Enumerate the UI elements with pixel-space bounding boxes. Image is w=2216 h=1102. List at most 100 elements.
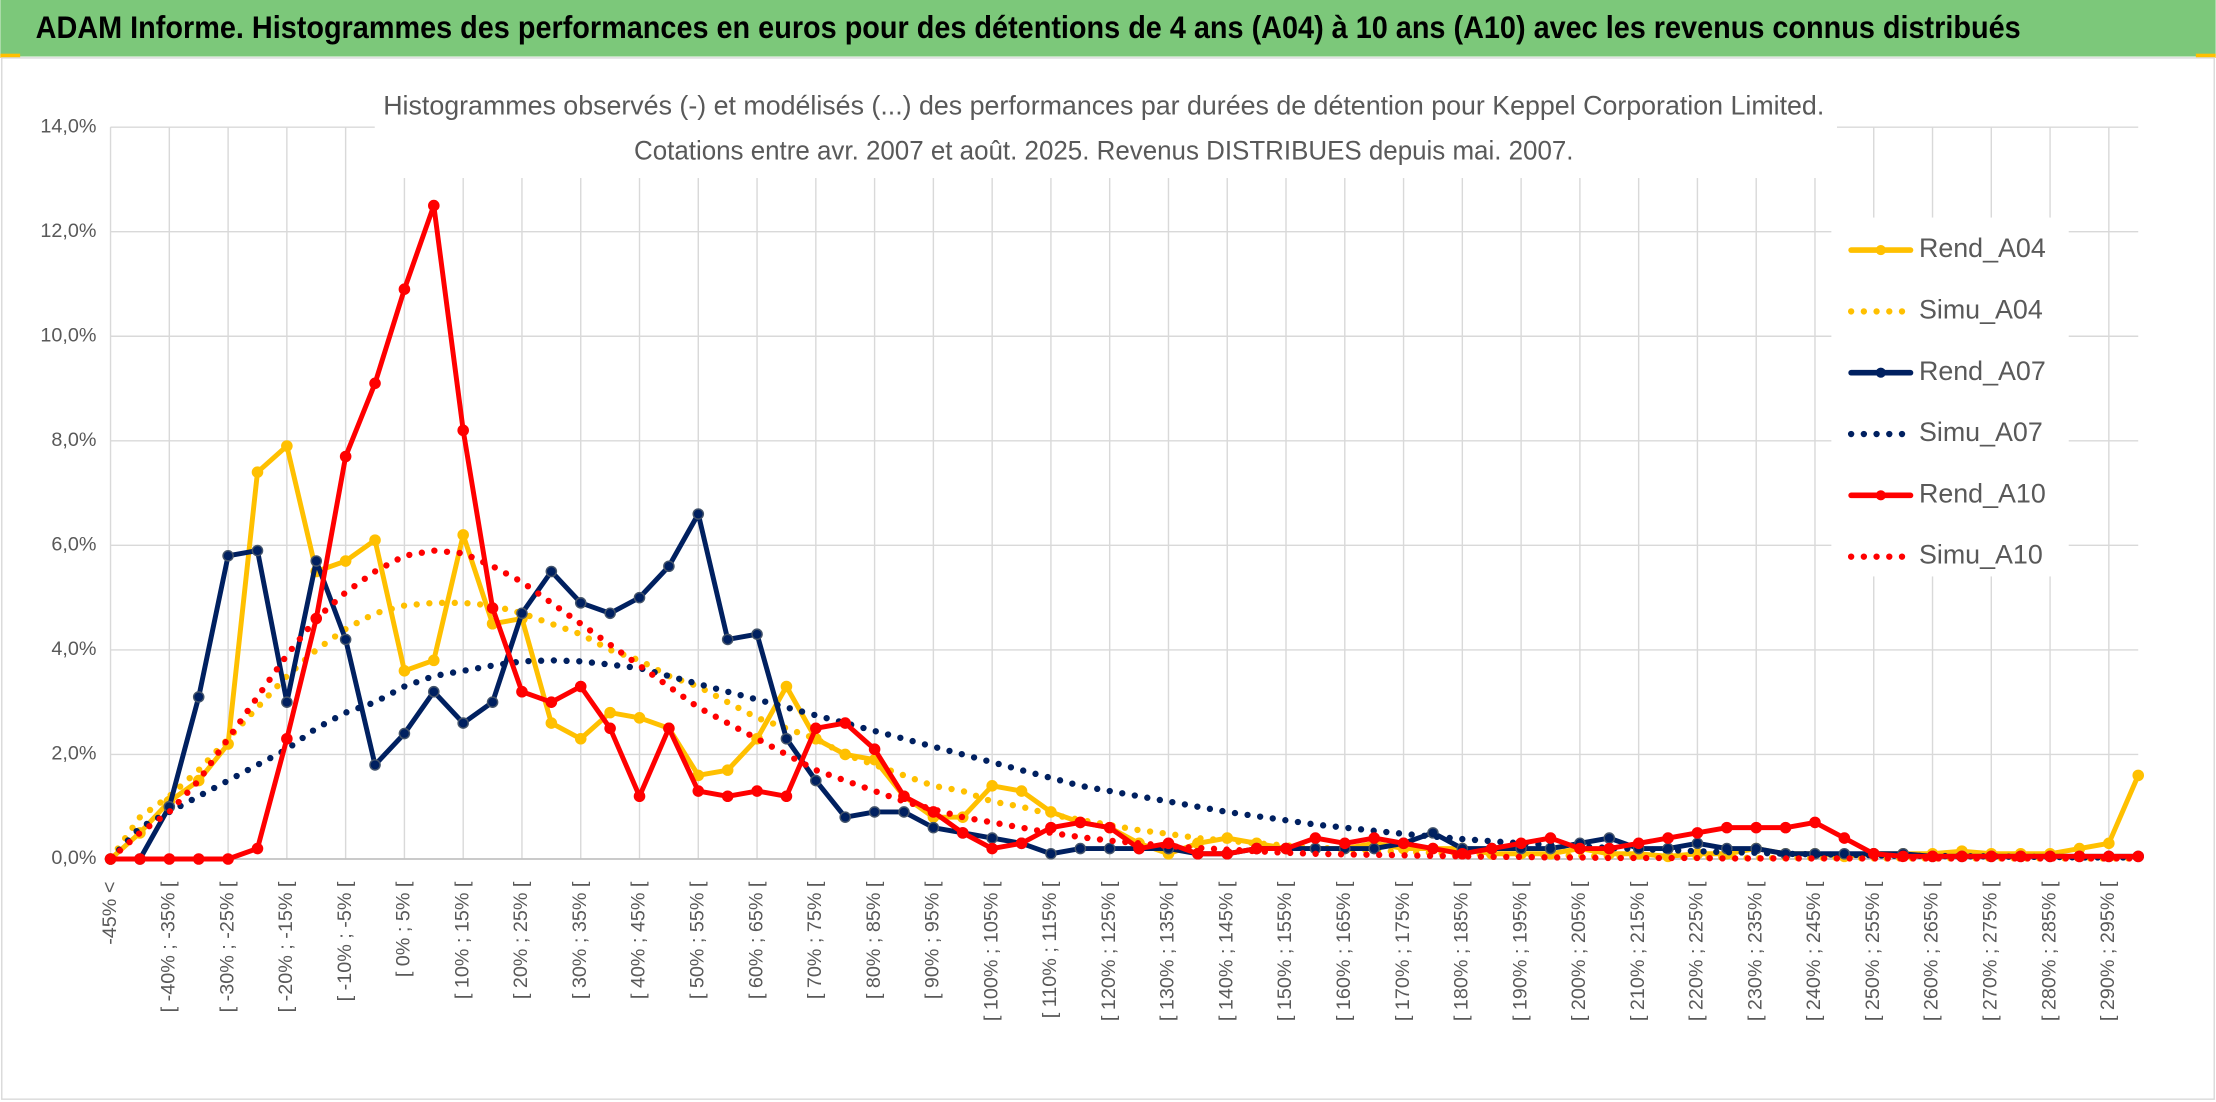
- data-point: [1662, 832, 1674, 844]
- legend-marker: [1875, 490, 1886, 501]
- data-point: [1192, 847, 1204, 860]
- x-tick-label: [ 60% ; 65% [: [745, 881, 767, 999]
- data-point: [721, 633, 734, 646]
- data-point: [545, 696, 558, 708]
- data-point: [251, 466, 264, 478]
- x-tick-label: [ 20% ; 25% [: [510, 881, 532, 999]
- chart-subtitle: Cotations entre avr. 2007 et août. 2025.…: [634, 136, 1574, 166]
- data-point: [898, 806, 910, 818]
- legend-marker: [1875, 367, 1886, 378]
- x-tick-label: [ 260% ; 265% [: [1921, 881, 1943, 1021]
- data-point: [633, 591, 646, 604]
- data-point: [1074, 842, 1087, 855]
- data-point: [574, 597, 587, 609]
- data-point: [428, 685, 440, 698]
- series-line: [107, 657, 2142, 863]
- data-point: [1603, 832, 1616, 844]
- data-point: [192, 691, 205, 703]
- data-point: [868, 806, 881, 818]
- series-line: [108, 203, 2141, 862]
- series-line: [107, 547, 2142, 863]
- x-tick-label: [ -20% ; -15% [: [275, 881, 297, 1012]
- y-tick-label: 0,0%: [51, 847, 96, 869]
- data-point: [927, 821, 940, 834]
- data-point: [545, 565, 558, 578]
- legend-label: Simu_A07: [1919, 417, 2043, 447]
- x-tick-label: [ 70% ; 75% [: [804, 881, 826, 999]
- page-header: ADAM Informe. Histogrammes des performan…: [36, 10, 2021, 45]
- y-tick-label: 10,0%: [40, 324, 96, 346]
- header-bar: [0, 0, 2216, 57]
- data-point: [428, 654, 440, 667]
- x-tick-label: [ 110% ; 115% [: [1039, 881, 1061, 1018]
- legend-label: Rend_A10: [1919, 478, 2046, 508]
- data-point: [810, 774, 822, 787]
- y-tick-label: 14,0%: [40, 115, 96, 137]
- data-point: [134, 853, 146, 865]
- x-tick-label: [ 150% ; 155% [: [1274, 881, 1296, 1021]
- data-point: [868, 743, 881, 756]
- data-point: [545, 717, 558, 729]
- data-point: [398, 727, 411, 740]
- data-point: [1103, 842, 1116, 855]
- x-tick-label: [ 40% ; 45% [: [628, 881, 650, 999]
- data-point: [663, 722, 675, 735]
- x-tick-label: [ 210% ; 215% [: [1627, 881, 1649, 1021]
- y-tick-label: 6,0%: [51, 534, 96, 556]
- data-point: [780, 732, 793, 745]
- data-point: [604, 706, 616, 719]
- data-point: [486, 696, 499, 708]
- legend-label: Rend_A04: [1919, 233, 2046, 263]
- x-tick-label: [ -30% ; -25% [: [216, 881, 238, 1012]
- x-tick-label: [ 270% ; 275% [: [1980, 881, 2002, 1021]
- data-point: [1574, 842, 1586, 855]
- data-point: [604, 607, 616, 620]
- x-tick-label: [ 200% ; 205% [: [1568, 881, 1590, 1021]
- x-tick-label: [ 0% ; 5% [: [393, 881, 415, 977]
- data-point: [1750, 821, 1762, 834]
- data-point: [369, 377, 381, 390]
- x-tick-label: [ 130% ; 135% [: [1157, 881, 1179, 1021]
- y-tick-label: 2,0%: [51, 743, 96, 765]
- data-point: [222, 853, 234, 865]
- data-point: [281, 440, 293, 452]
- x-tick-label: [ 160% ; 165% [: [1333, 881, 1355, 1021]
- y-tick-label: 4,0%: [51, 638, 96, 660]
- x-tick-label: [ -40% ; -35% [: [158, 881, 180, 1012]
- x-tick-label: [ 230% ; 235% [: [1744, 881, 1766, 1021]
- data-point: [457, 424, 469, 437]
- x-tick-label: [ 220% ; 225% [: [1686, 881, 1708, 1021]
- x-tick-label: -45% <: [99, 882, 121, 945]
- data-point: [339, 633, 352, 646]
- data-point: [428, 199, 440, 212]
- data-point: [1397, 837, 1410, 850]
- data-point: [222, 550, 234, 562]
- data-point: [1838, 832, 1851, 844]
- data-point: [516, 685, 528, 698]
- x-tick-label: [ 170% ; 175% [: [1392, 881, 1414, 1021]
- data-point: [486, 602, 499, 614]
- series-line: [108, 511, 2141, 862]
- legend-label: Simu_A04: [1919, 294, 2043, 324]
- data-point: [457, 717, 469, 729]
- x-tick-label: [ 80% ; 85% [: [863, 881, 885, 999]
- data-point: [2103, 837, 2115, 850]
- data-point: [780, 680, 793, 693]
- data-point: [1691, 827, 1704, 839]
- data-point: [192, 853, 205, 865]
- y-tick-label: 8,0%: [51, 429, 96, 451]
- data-point: [1779, 821, 1792, 834]
- x-tick-label: [ -10% ; -5% [: [334, 881, 356, 1001]
- data-point: [1515, 837, 1527, 850]
- legend-label: Rend_A07: [1919, 356, 2046, 386]
- data-point: [574, 680, 587, 693]
- data-point: [663, 560, 675, 573]
- data-point: [1368, 832, 1380, 844]
- data-point: [721, 764, 734, 776]
- data-point: [251, 544, 264, 557]
- data-point: [1103, 821, 1116, 834]
- data-point: [986, 842, 998, 855]
- data-point: [1015, 785, 1028, 797]
- data-point: [633, 712, 646, 724]
